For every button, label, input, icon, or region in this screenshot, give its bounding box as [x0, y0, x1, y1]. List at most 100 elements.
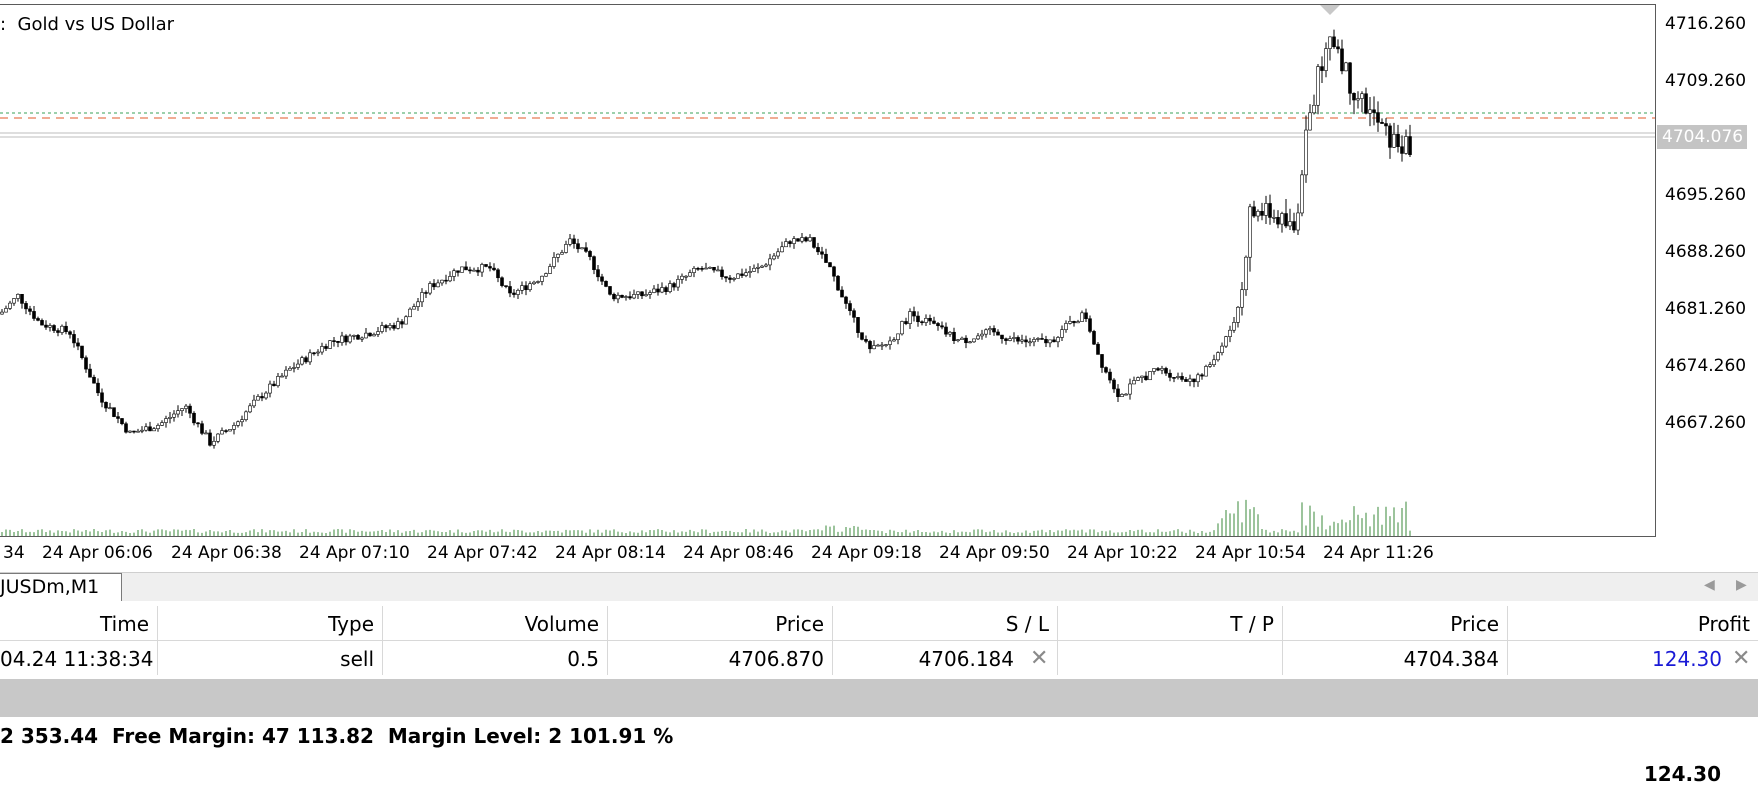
candle-body [1152, 368, 1156, 372]
candle-body [448, 276, 452, 282]
candle-body [612, 294, 616, 300]
candle-body [248, 405, 252, 413]
candle-body [328, 340, 332, 349]
candle-body [316, 351, 320, 354]
col-header-sl[interactable]: S / L [833, 606, 1058, 640]
cell-sl[interactable]: 4706.184 [833, 641, 1058, 675]
candle-body [580, 247, 584, 250]
col-header-current-price[interactable]: Price [1283, 606, 1508, 640]
candle-body [876, 344, 880, 347]
candle-body [668, 283, 672, 292]
candle-body [320, 346, 324, 353]
candle-body [184, 405, 188, 409]
candle-body [284, 369, 288, 377]
candle-body [1340, 48, 1344, 72]
candle-body [988, 328, 992, 331]
candle-body [1100, 354, 1104, 368]
col-header-price[interactable]: Price [608, 606, 833, 640]
candle-body [804, 237, 808, 242]
candle-body [632, 294, 636, 299]
candle-body [1388, 125, 1392, 148]
candle-body [1116, 388, 1120, 398]
candle-body [1012, 337, 1016, 339]
candle-body [8, 302, 12, 309]
col-header-volume[interactable]: Volume [383, 606, 608, 640]
candle-body [280, 375, 284, 378]
candle-body [1252, 206, 1256, 217]
candle-body [80, 345, 84, 359]
close-position-icon[interactable]: ✕ [1732, 646, 1751, 671]
cell-type: sell [158, 641, 383, 675]
remove-sl-icon[interactable]: ✕ [1030, 646, 1049, 671]
price-tick-label: 4709.260 [1665, 71, 1747, 91]
candle-body [1320, 66, 1324, 71]
candle-body [500, 277, 504, 286]
tab-chart-symbol[interactable]: JUSDm,M1 [0, 573, 122, 601]
candle-body [200, 423, 204, 434]
candle-body [548, 266, 552, 274]
account-summary: 2 353.44 Free Margin: 47 113.82 Margin L… [0, 724, 674, 748]
chart-shift-marker[interactable] [1320, 5, 1340, 15]
price-tick-label: 4695.260 [1665, 185, 1747, 205]
candle-body [336, 340, 340, 343]
candle-body [776, 251, 780, 257]
candle-body [828, 262, 832, 268]
candle-body [540, 275, 544, 282]
scroll-left-icon[interactable]: ◀ [1704, 577, 1715, 593]
cell-tp[interactable] [1058, 641, 1283, 675]
candle-body [1000, 334, 1004, 340]
candle-body [272, 383, 276, 387]
candle-body [16, 293, 20, 299]
scroll-right-icon[interactable]: ▶ [1736, 577, 1747, 593]
col-header-time[interactable]: Time [0, 606, 158, 640]
price-chart[interactable] [0, 0, 1656, 537]
candle-body [352, 335, 356, 337]
chart-area[interactable] [0, 4, 1656, 537]
candle-body [1332, 36, 1336, 48]
candle-body [996, 331, 1000, 336]
candle-body [808, 237, 812, 242]
candle-body [1036, 338, 1040, 340]
candle-body [768, 258, 772, 266]
candle-body [692, 268, 696, 273]
candle-body [1364, 93, 1368, 114]
candle-body [1368, 109, 1372, 114]
candle-body [968, 341, 972, 344]
candle-body [32, 311, 36, 319]
candle-body [504, 285, 508, 287]
col-header-profit[interactable]: Profit [1697, 612, 1750, 636]
candle-body [1360, 93, 1364, 99]
candle-body [344, 335, 348, 343]
candle-body [832, 266, 836, 277]
candle-body [1016, 337, 1020, 342]
candle-body [1088, 318, 1092, 332]
candle-body [300, 357, 304, 365]
col-header-tp[interactable]: T / P [1058, 606, 1283, 640]
candle-body [1292, 221, 1296, 231]
col-header-type[interactable]: Type [158, 606, 383, 640]
candle-body [420, 292, 424, 303]
candle-body [264, 392, 268, 399]
candle-body [404, 316, 408, 325]
time-tick-label: 24 Apr 11:26 [1323, 543, 1434, 563]
candle-body [460, 266, 464, 273]
candle-body [400, 321, 404, 325]
candle-body [652, 288, 656, 293]
candle-body [812, 237, 816, 248]
candle-body [1064, 323, 1068, 330]
candle-body [572, 238, 576, 244]
candle-body [268, 383, 272, 394]
candle-body [1336, 46, 1340, 50]
candle-body [204, 432, 208, 435]
candle-body [596, 269, 600, 278]
candle-body [912, 311, 916, 317]
candle-body [368, 332, 372, 337]
candle-body [1096, 343, 1100, 355]
time-tick-label: 24 Apr 08:14 [555, 543, 666, 563]
table-row[interactable]: 04.24 11:38:34 sell 0.5 4706.870 4706.18… [0, 641, 1758, 675]
candle-body [236, 421, 240, 426]
candle-body [1272, 217, 1276, 219]
candle-body [1148, 371, 1152, 381]
candle-body [180, 408, 184, 411]
candle-body [512, 292, 516, 295]
